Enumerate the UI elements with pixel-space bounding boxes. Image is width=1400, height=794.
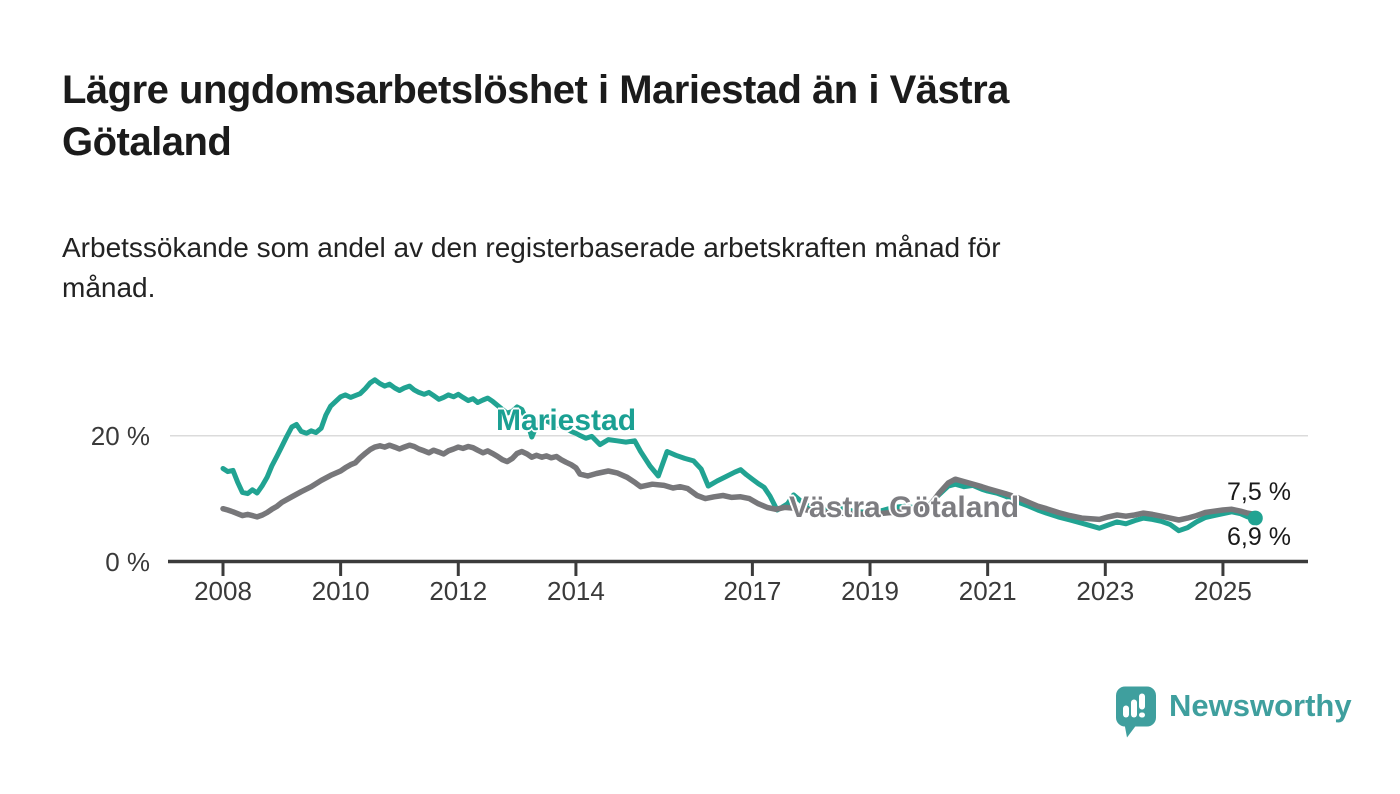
x-tick-label-2014: 2014 xyxy=(546,576,605,606)
page-title-line1: Lägre ungdomsarbetslöshet i Mariestad än… xyxy=(62,68,1009,112)
y-tick-label-0: 0 % xyxy=(105,546,150,577)
chart-subtitle-line1: Arbetssökande som andel av den registerb… xyxy=(62,232,1001,263)
end-value-label-vastra-gotaland: 7,5 % xyxy=(1227,478,1291,506)
y-tick-label-20: 20 % xyxy=(90,420,150,451)
series-line-mariestad xyxy=(220,377,1258,534)
end-value-label-mariestad: 6,9 % xyxy=(1227,523,1291,551)
x-tick-label-2023: 2023 xyxy=(1076,576,1135,606)
x-tick-label-2025: 2025 xyxy=(1194,576,1252,606)
x-tick-label-2008: 2008 xyxy=(194,576,252,606)
series-line-vastra-gotaland xyxy=(220,442,1259,523)
x-tick-label-2010: 2010 xyxy=(311,576,370,606)
page-title-line2: Götaland xyxy=(62,120,232,164)
chart-subtitle-line2: månad. xyxy=(62,272,156,303)
bar-chart-speech-bubble-icon xyxy=(1116,686,1156,738)
series-label-mariestad: Mariestad xyxy=(496,404,637,437)
x-tick-label-2019: 2019 xyxy=(841,576,899,606)
brand-logo: Newsworthy xyxy=(1116,686,1376,746)
end-point-dot xyxy=(1247,510,1263,526)
page-title: Lägre ungdomsarbetslöshet i Mariestad än… xyxy=(62,64,1242,168)
x-tick-label-2017: 2017 xyxy=(723,576,782,606)
chart-subtitle: Arbetssökande som andel av den registerb… xyxy=(62,228,1262,308)
x-tick-label-2012: 2012 xyxy=(429,576,488,606)
brand-name: Newsworthy xyxy=(1169,688,1352,723)
x-tick-label-2021: 2021 xyxy=(958,576,1017,606)
series-label-vastra-gotaland: Västra Götaland xyxy=(789,491,1020,524)
